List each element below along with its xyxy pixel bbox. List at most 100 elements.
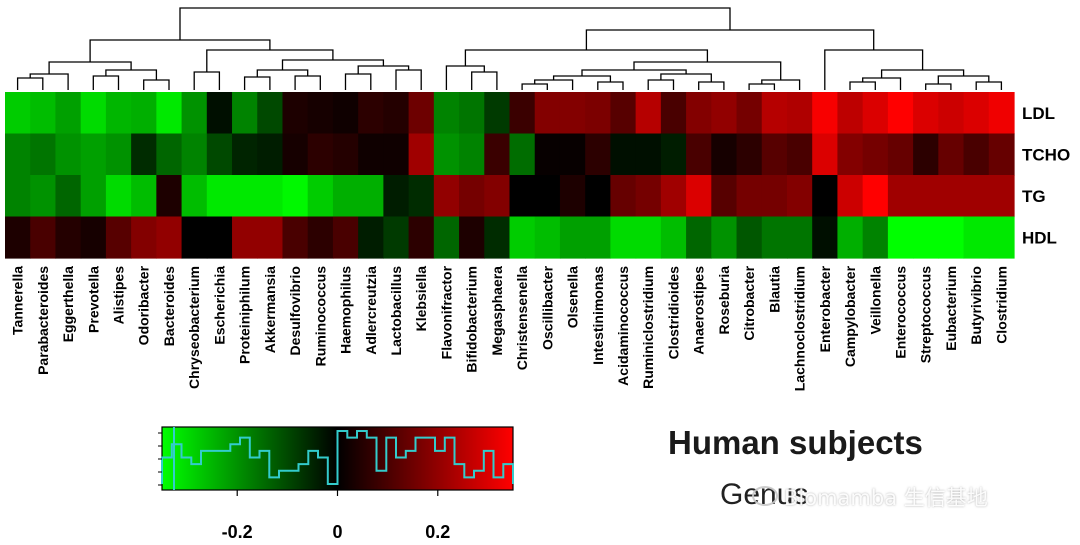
heatmap-cell-tg-klebsiella bbox=[408, 175, 435, 218]
heatmap-cell-hdl-escherichia bbox=[206, 216, 233, 259]
heatmap-cell-ldl-ruminiclostridium bbox=[635, 92, 662, 135]
heatmap-cell-tcho-ruminococcus bbox=[307, 133, 334, 176]
heatmap-cell-tg-enterococcus bbox=[887, 175, 914, 218]
heatmap-cell-tcho-alistipes bbox=[105, 133, 132, 176]
heatmap-cell-tg-ruminiclostridium bbox=[635, 175, 662, 218]
heatmap-cell-tg-desulfovibrio bbox=[282, 175, 309, 218]
dendrogram-branch bbox=[92, 75, 120, 90]
heatmap-cell-hdl-chryseobacterium bbox=[181, 216, 208, 259]
heatmap-cell-tcho-ruminiclostridium bbox=[635, 133, 662, 176]
column-label-haemophilus: Haemophilus bbox=[338, 266, 354, 354]
heatmap-cell-tcho-adlercreutzia bbox=[358, 133, 384, 176]
heatmap-cell-tcho-blautia bbox=[761, 133, 788, 176]
heatmap-cell-tg-parabacteroides bbox=[30, 175, 57, 218]
dendrogram-branch bbox=[344, 73, 372, 90]
column-label-roseburia: Roseburia bbox=[716, 266, 732, 335]
heatmap-cell-ldl-acidaminococcus bbox=[610, 92, 637, 135]
column-label-akkermansia: Akkermansia bbox=[262, 266, 278, 353]
wechat-icon bbox=[752, 486, 778, 506]
dendrogram-branch bbox=[29, 73, 69, 90]
heatmap-cell-tg-escherichia bbox=[206, 175, 233, 218]
column-label-odoribacter: Odoribacter bbox=[136, 265, 152, 345]
column-label-oscillibacter: Oscillibacter bbox=[539, 265, 555, 350]
heatmap-cell-hdl-eubacterium bbox=[938, 216, 965, 259]
heatmap-cell-ldl-prevotella bbox=[80, 92, 107, 135]
heatmap-cell-ldl-veillonella bbox=[862, 92, 889, 135]
heatmap-cell-hdl-proteiniphilum bbox=[232, 216, 258, 259]
heatmap-cell-tcho-eggerthella bbox=[55, 133, 82, 176]
chart-title: Human subjects bbox=[668, 424, 923, 461]
heatmap-cell-ldl-flavonifractor bbox=[433, 92, 460, 135]
heatmap-cell-ldl-eggerthella bbox=[55, 92, 82, 135]
heatmap-cell-tcho-prevotella bbox=[80, 133, 107, 176]
heatmap-cell-tg-olsenella bbox=[559, 175, 586, 218]
heatmap-cell-tcho-clostridioides bbox=[660, 133, 687, 176]
heatmap-cell-tcho-desulfovibrio bbox=[282, 133, 309, 176]
column-label-ruminococcus: Ruminococcus bbox=[312, 266, 328, 367]
dendrogram-branch bbox=[445, 65, 485, 90]
heatmap-cell-ldl-eubacterium bbox=[938, 92, 965, 135]
heatmap-cell-ldl-escherichia bbox=[206, 92, 233, 135]
dendrogram-branch bbox=[471, 71, 498, 90]
dendrogram-branch bbox=[748, 83, 776, 90]
heatmap-cell-ldl-odoribacter bbox=[131, 92, 157, 135]
heatmap-cell-hdl-roseburia bbox=[711, 216, 738, 259]
heatmap-cell-ldl-klebsiella bbox=[408, 92, 435, 135]
heatmap-cell-hdl-klebsiella bbox=[408, 216, 435, 259]
dendrogram-branch bbox=[660, 73, 712, 82]
dendrogram-branch bbox=[48, 61, 132, 74]
heatmap-cell-tg-blautia bbox=[761, 175, 788, 218]
heatmap-cell-tcho-enterobacter bbox=[812, 133, 839, 176]
heatmap-cell-tcho-klebsiella bbox=[408, 133, 435, 176]
dendrogram-branch bbox=[143, 79, 170, 90]
column-label-anaerostipes: Anaerostipes bbox=[691, 266, 707, 355]
heatmap-cell-ldl-chryseobacterium bbox=[181, 92, 208, 135]
heatmap-cell-hdl-citrobacter bbox=[736, 216, 763, 259]
heatmap-cell-tcho-odoribacter bbox=[131, 133, 157, 176]
heatmap-cell-tg-proteiniphilum bbox=[232, 175, 258, 218]
heatmap-cell-tg-chryseobacterium bbox=[181, 175, 208, 218]
column-label-alistipes: Alistipes bbox=[111, 266, 127, 325]
heatmap-cell-tg-megasphaera bbox=[484, 175, 511, 218]
heatmap-cell-tg-oscillibacter bbox=[534, 175, 561, 218]
heatmap-cell-hdl-intestinimonas bbox=[585, 216, 612, 259]
heatmap-cell-tg-anaerostipes bbox=[686, 175, 712, 218]
column-label-klebsiella: Klebsiella bbox=[413, 266, 429, 332]
dendrogram-branch bbox=[464, 49, 709, 66]
heatmap-cell-tg-enterobacter bbox=[812, 175, 839, 218]
heatmap-cell-tcho-eubacterium bbox=[938, 133, 965, 176]
heatmap-cell-tcho-clostridium bbox=[988, 133, 1015, 176]
heatmap-cell-hdl-clostridioides bbox=[660, 216, 687, 259]
watermark-text: Biomamba 生信基地 bbox=[784, 486, 988, 510]
heatmap-cell-ldl-akkermansia bbox=[257, 92, 284, 135]
column-dendrogram bbox=[16, 7, 1003, 90]
heatmap-cell-tg-bifidobacterium bbox=[459, 175, 485, 218]
heatmap-cell-tcho-butyrivibrio bbox=[963, 133, 990, 176]
heatmap-cell-hdl-butyrivibrio bbox=[963, 216, 990, 259]
row-label-tg: TG bbox=[1022, 187, 1046, 206]
dendrogram-branch bbox=[294, 75, 321, 90]
heatmap-cell-tcho-intestinimonas bbox=[585, 133, 612, 176]
heatmap-cell-tcho-bacteroides bbox=[156, 133, 183, 176]
row-labels: LDL TCHO TG HDL bbox=[1022, 104, 1070, 248]
heatmap-cell-hdl-streptococcus bbox=[913, 216, 939, 259]
column-label-campylobacter: Campylobacter bbox=[842, 265, 858, 367]
dendrogram-branch bbox=[105, 69, 158, 80]
heatmap-cell-tg-akkermansia bbox=[257, 175, 284, 218]
heatmap-cell-tg-lactobacillus bbox=[383, 175, 410, 218]
heatmap-cell-tcho-proteiniphilum bbox=[232, 133, 258, 176]
heatmap-cell-tcho-enterococcus bbox=[887, 133, 914, 176]
heatmap-cell-ldl-enterococcus bbox=[887, 92, 914, 135]
dendrogram-branch bbox=[698, 81, 725, 90]
column-label-ruminiclostridium: Ruminiclostridium bbox=[640, 266, 656, 389]
column-label-adlercreutzia: Adlercreutzia bbox=[363, 266, 379, 355]
heatmap-cell-hdl-bacteroides bbox=[156, 216, 183, 259]
heatmap-cell-tg-streptococcus bbox=[913, 175, 939, 218]
heatmap-cell-tg-tannerella bbox=[5, 175, 31, 218]
heatmap-cell-hdl-olsenella bbox=[559, 216, 586, 259]
heatmap-cells bbox=[5, 92, 1015, 259]
heatmap-cell-tcho-akkermansia bbox=[257, 133, 284, 176]
color-key: -0.2 0 0.2 bbox=[158, 426, 514, 542]
row-label-ldl: LDL bbox=[1022, 104, 1055, 123]
